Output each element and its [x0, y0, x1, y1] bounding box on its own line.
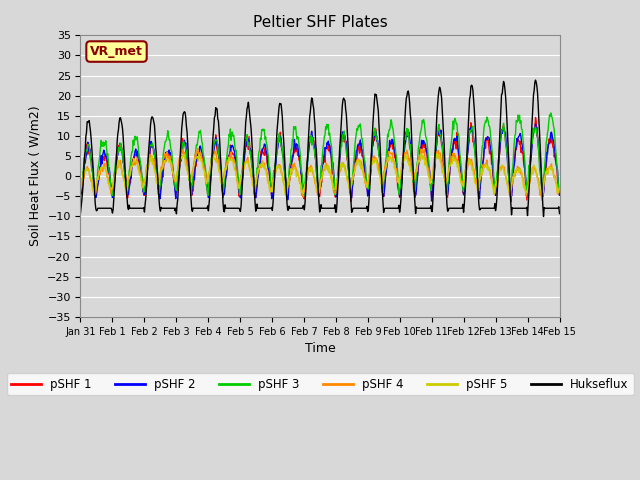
Text: VR_met: VR_met: [90, 45, 143, 58]
X-axis label: Time: Time: [305, 342, 335, 355]
Legend: pSHF 1, pSHF 2, pSHF 3, pSHF 4, pSHF 5, Hukseflux: pSHF 1, pSHF 2, pSHF 3, pSHF 4, pSHF 5, …: [6, 373, 634, 396]
Y-axis label: Soil Heat Flux ( W/m2): Soil Heat Flux ( W/m2): [29, 106, 42, 246]
Title: Peltier SHF Plates: Peltier SHF Plates: [253, 15, 387, 30]
